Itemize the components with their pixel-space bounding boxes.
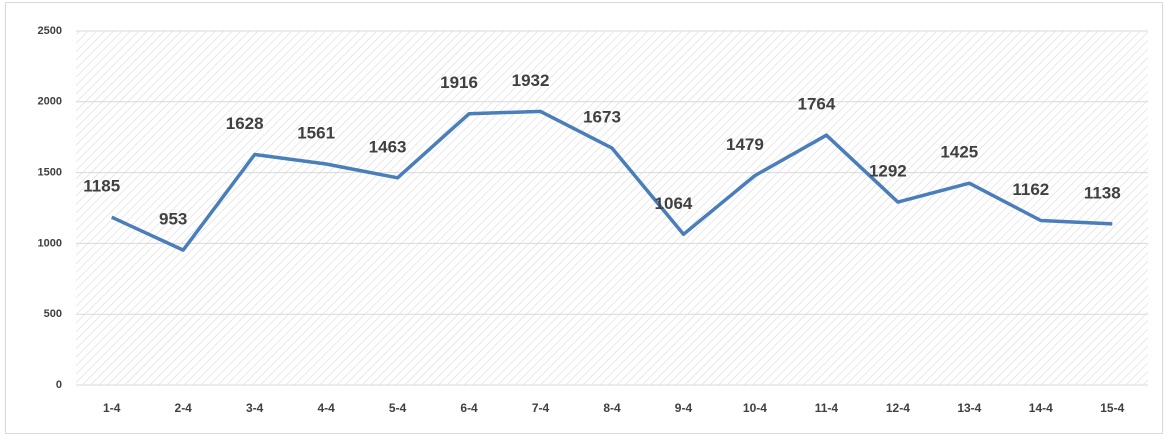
y-tick-label: 2500	[38, 25, 62, 37]
data-label: 1463	[369, 137, 407, 156]
x-tick-label: 10-4	[743, 401, 767, 415]
line	[110, 109, 1113, 252]
y-tick-label: 1000	[38, 237, 62, 249]
x-tick-label: 13-4	[957, 401, 981, 415]
data-label: 1162	[1012, 180, 1049, 199]
y-tick-label: 0	[56, 379, 62, 391]
x-tick-label: 6-4	[460, 401, 478, 415]
data-label: 1479	[726, 135, 764, 154]
data-label: 1628	[226, 114, 264, 133]
x-tick-label: 12-4	[886, 401, 910, 415]
data-label: 1425	[940, 143, 978, 162]
x-tick-label: 15-4	[1100, 401, 1124, 415]
x-tick-label: 8-4	[603, 401, 621, 415]
data-label: 1916	[440, 73, 478, 92]
data-label: 1932	[512, 71, 550, 90]
x-tick-label: 14-4	[1029, 401, 1053, 415]
x-tick-label: 7-4	[532, 401, 550, 415]
data-label: 1064	[655, 194, 693, 213]
data-label: 1138	[1084, 183, 1121, 202]
data-label: 1185	[83, 177, 120, 196]
x-tick-label: 3-4	[246, 401, 264, 415]
x-tick-label: 2-4	[175, 401, 193, 415]
y-tick-label: 2000	[38, 96, 62, 108]
data-label: 1673	[583, 108, 621, 127]
x-tick-label: 4-4	[317, 401, 335, 415]
y-tick-label: 500	[44, 308, 62, 320]
plot-area	[76, 31, 1148, 385]
y-tick-label: 1500	[38, 167, 62, 179]
data-label: 1764	[797, 95, 835, 114]
data-label: 1561	[297, 123, 335, 142]
x-tick-label: 1-4	[103, 401, 121, 415]
x-tick-label: 9-4	[675, 401, 693, 415]
x-tick-label: 11-4	[815, 401, 839, 415]
data-label: 953	[159, 210, 187, 229]
data-label: 1292	[869, 162, 907, 181]
x-tick-label: 5-4	[389, 401, 407, 415]
